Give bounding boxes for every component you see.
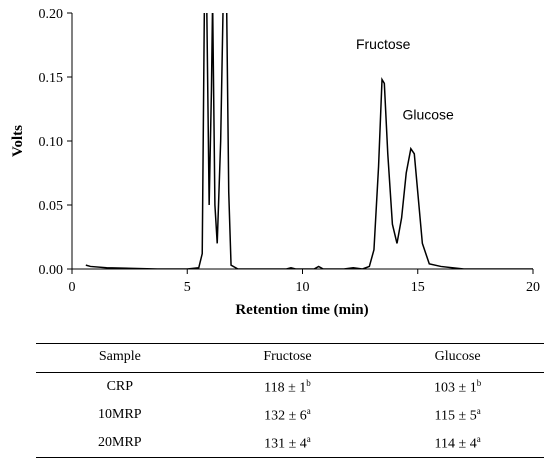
cell-glucose: 103 ± 1b (371, 373, 544, 402)
chromatogram-line (85, 13, 533, 269)
header-sample: Sample (98, 349, 141, 364)
chromatogram-chart: 0 5 10 15 20 0.00 0.05 0.10 0.15 0.20 Volts Reten… (10, 7, 541, 318)
peak-label-fructose: Fructose (356, 36, 411, 52)
cell-fructose: 118 ± 1b (204, 373, 372, 402)
peak-annotations: Fructose Glucose (356, 36, 454, 122)
x-tick-label: 10 (296, 280, 310, 295)
x-tick-label: 5 (184, 280, 191, 295)
cell-sample: 10MRP (36, 401, 204, 429)
cell-value: 132 ± 6 (264, 408, 307, 424)
cell-value: 115 ± 5 (434, 408, 477, 424)
y-tick-label: 0.10 (39, 135, 64, 150)
cell-value: 118 ± 1 (264, 380, 307, 396)
cell-fructose: 131 ± 4a (204, 429, 372, 458)
cell-value: CRP (106, 379, 134, 394)
y-tick-label: 0.00 (39, 263, 64, 278)
cell-value: 20MRP (98, 435, 142, 450)
header-glucose: Glucose (434, 349, 481, 364)
cell-value: 103 ± 1 (434, 380, 477, 396)
y-axis-label: Volts (10, 125, 26, 157)
significance-letter: a (306, 405, 311, 416)
peak-label-glucose: Glucose (402, 106, 454, 122)
table-header-row: Sample Fructose Glucose (36, 343, 544, 373)
cell-sample: 20MRP (36, 429, 204, 458)
significance-letter: a (476, 405, 481, 416)
x-axis-label: Retention time (min) (235, 302, 368, 318)
cell-value: 131 ± 4 (264, 436, 307, 452)
table-row: 20MRP 131 ± 4a 114 ± 4a (36, 429, 544, 458)
ticks: 0 5 10 15 20 0.00 0.05 0.10 0.15 0.20 (39, 7, 541, 295)
cell-fructose: 132 ± 6a (204, 401, 372, 429)
y-tick-label: 0.15 (39, 71, 64, 86)
cell-sample: CRP (36, 373, 204, 402)
significance-letter: a (306, 433, 311, 444)
table-row: CRP 118 ± 1b 103 ± 1b (36, 373, 544, 402)
header-fructose: Fructose (263, 349, 312, 364)
cell-glucose: 114 ± 4a (371, 429, 544, 458)
significance-letter: b (306, 377, 311, 388)
y-tick-label: 0.05 (39, 199, 64, 214)
x-tick-label: 15 (411, 280, 425, 295)
x-tick-label: 20 (526, 280, 540, 295)
table-row: 10MRP 132 ± 6a 115 ± 5a (36, 401, 544, 429)
significance-letter: b (476, 377, 482, 388)
cell-value: 114 ± 4 (434, 436, 477, 452)
significance-letter: a (476, 433, 481, 444)
cell-value: 10MRP (98, 407, 142, 422)
cell-glucose: 115 ± 5a (371, 401, 544, 429)
y-tick-label: 0.20 (39, 7, 64, 22)
x-tick-label: 0 (69, 280, 76, 295)
sugar-content-table: Sample Fructose Glucose CRP 118 ± 1b 103… (36, 343, 544, 458)
axes (71, 13, 533, 270)
